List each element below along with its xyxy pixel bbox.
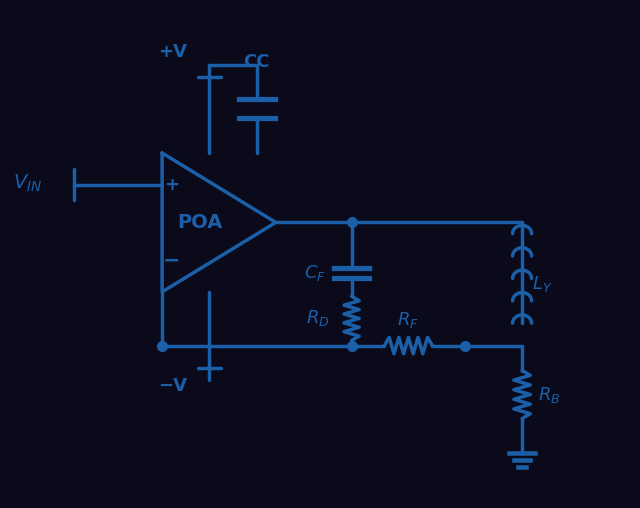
Text: $C_F$: $C_F$ <box>305 263 326 283</box>
Text: $V_{IN}$: $V_{IN}$ <box>13 173 42 194</box>
Text: +: + <box>164 176 179 194</box>
Text: $R_B$: $R_B$ <box>538 385 560 404</box>
Text: $L_Y$: $L_Y$ <box>532 274 552 294</box>
Text: $R_F$: $R_F$ <box>397 310 419 330</box>
Text: −: − <box>163 250 180 270</box>
Text: CC: CC <box>244 53 270 71</box>
Text: $R_D$: $R_D$ <box>306 308 330 328</box>
Text: +V: +V <box>159 43 188 61</box>
Text: POA: POA <box>177 213 223 232</box>
Text: −V: −V <box>158 377 188 395</box>
